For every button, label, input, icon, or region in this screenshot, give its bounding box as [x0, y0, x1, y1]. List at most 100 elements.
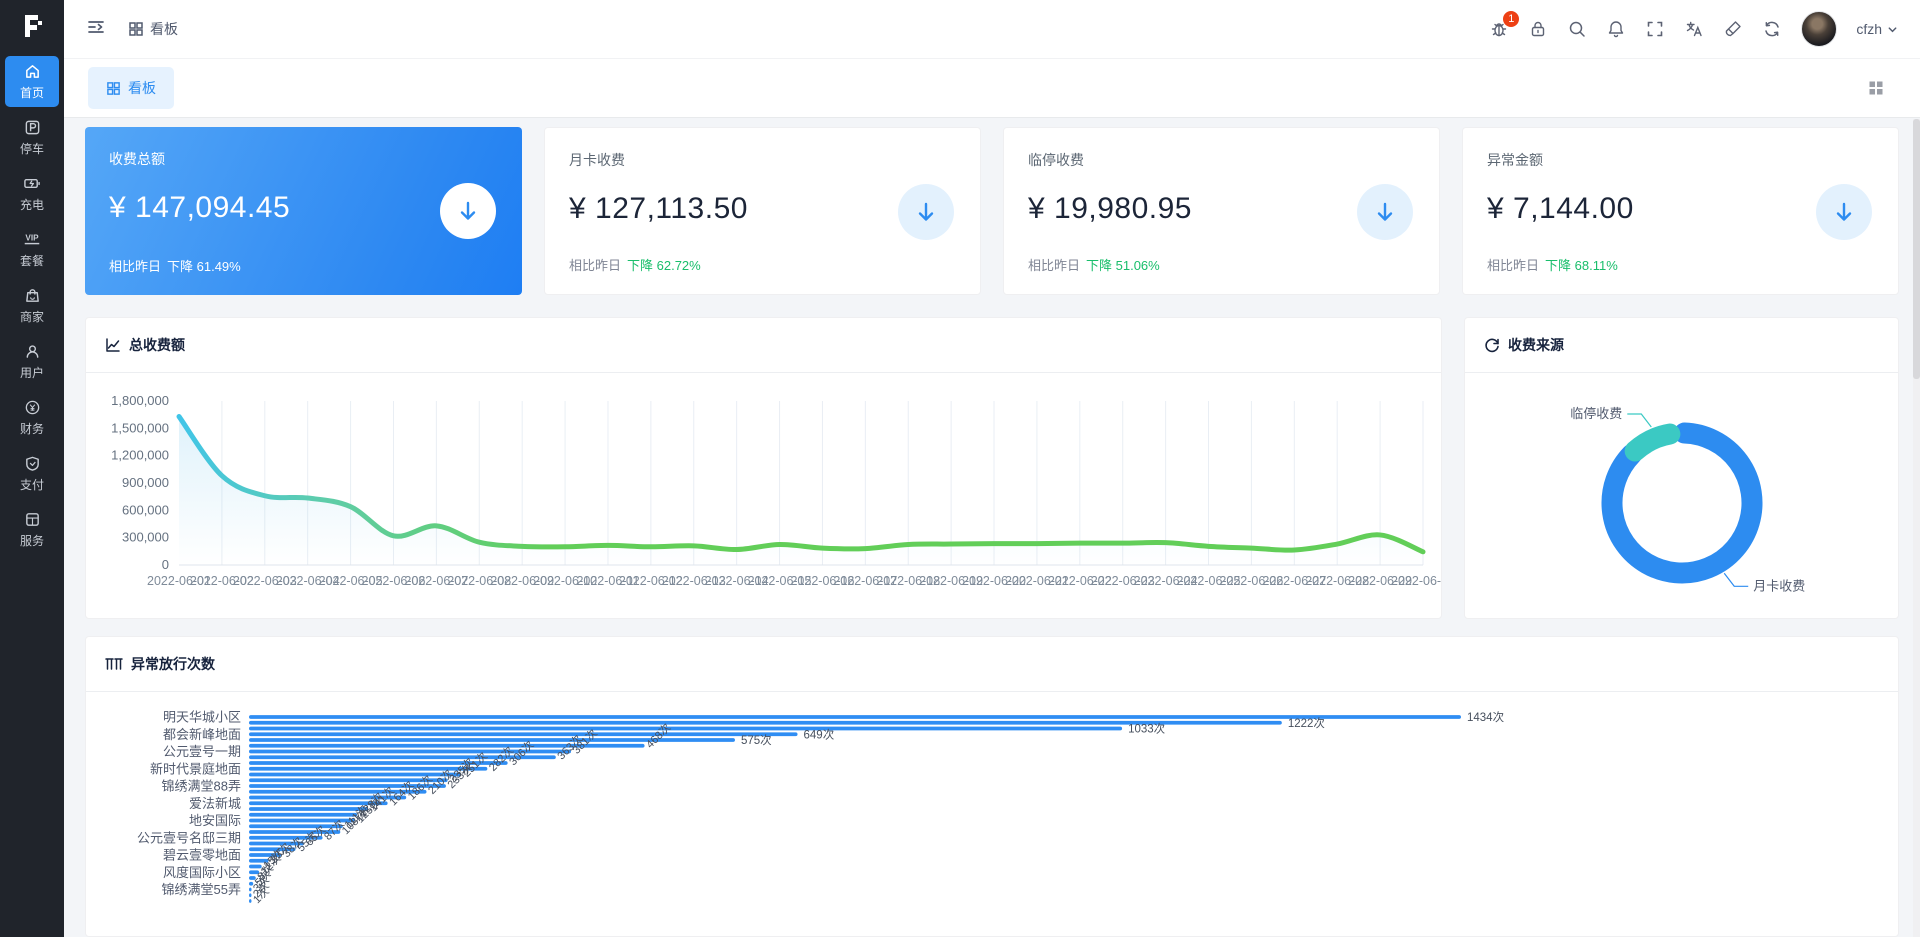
svg-text:2022-06-15: 2022-06-15	[748, 574, 812, 588]
sidebar-item-label: 停车	[19, 142, 44, 156]
chevron-down-icon	[1888, 26, 1897, 32]
svg-text:2022-06-25: 2022-06-25	[1177, 574, 1241, 588]
svg-text:地安国际: 地安国际	[189, 813, 241, 828]
stat-card-temporary-parking: 临停收费 ¥ 19,980.95 相比昨日 下降 51.06%	[1003, 127, 1440, 295]
svg-text:2022-06-21: 2022-06-21	[1005, 574, 1069, 588]
trend-down-icon	[1357, 184, 1413, 240]
topbar-actions: 1	[1489, 11, 1898, 47]
user-icon	[24, 343, 41, 360]
svg-text:风度国际小区: 风度国际小区	[163, 865, 241, 880]
svg-text:2022-06-02: 2022-06-02	[190, 574, 254, 588]
sidebar-item-parking[interactable]: 停车	[5, 112, 59, 163]
trend-down-icon	[898, 184, 954, 240]
sidebar-item-services[interactable]: 服务	[5, 504, 59, 555]
bell-icon[interactable]	[1606, 19, 1626, 39]
card-footer: 相比昨日 下降 51.06%	[1028, 258, 1160, 273]
content: 收费总额 ¥ 147,094.45 相比昨日 下降 61.49% 月卡收费 ¥ 1…	[64, 118, 1920, 937]
svg-text:锦绣满堂88弄: 锦绣满堂88弄	[162, 779, 241, 794]
notification-badge: 1	[1503, 11, 1520, 27]
panel-total-revenue: 总收费额 0 300,000 600,000 900,000 1,200,000 1,50…	[85, 317, 1442, 619]
translate-icon[interactable]	[1684, 19, 1704, 39]
svg-text:新时代景庭地面: 新时代景庭地面	[150, 761, 241, 776]
sidebar: 首页 停车 充电 VIP 套餐	[0, 0, 64, 937]
svg-text:2022-06-20: 2022-06-20	[962, 574, 1026, 588]
svg-text:1033次: 1033次	[1128, 722, 1166, 736]
refresh-icon[interactable]	[1762, 19, 1782, 39]
svg-text:2022-06-07: 2022-06-07	[404, 574, 468, 588]
scrollbar-track[interactable]	[1913, 119, 1920, 937]
svg-text:2022-06-29: 2022-06-29	[1348, 574, 1412, 588]
stat-card-abnormal-amount: 异常金额 ¥ 7,144.00 相比昨日 下降 68.11%	[1462, 127, 1899, 295]
svg-text:都会新峰地面: 都会新峰地面	[163, 727, 241, 742]
card-value: ¥ 147,094.45	[109, 191, 291, 224]
trend-down-icon	[1816, 184, 1872, 240]
sidebar-item-users[interactable]: 用户	[5, 336, 59, 387]
svg-text:2022-06-17: 2022-06-17	[833, 574, 897, 588]
svg-text:碧云壹零地面: 碧云壹零地面	[163, 848, 241, 863]
charts-row: 总收费额 0 300,000 600,000 900,000 1,200,000 1,50…	[85, 317, 1899, 619]
breadcrumb[interactable]: 看板	[128, 19, 178, 39]
svg-text:2022-06-10: 2022-06-10	[533, 574, 597, 588]
sidebar-nav: 首页 停车 充电 VIP 套餐	[0, 52, 64, 560]
bug-icon[interactable]: 1	[1489, 11, 1520, 39]
fullscreen-icon[interactable]	[1645, 19, 1665, 39]
svg-text:2022-06-03: 2022-06-03	[233, 574, 297, 588]
trend-down-icon	[440, 183, 496, 239]
svg-text:2022-06-09: 2022-06-09	[490, 574, 554, 588]
sidebar-item-finance[interactable]: 财务	[5, 392, 59, 443]
user-menu[interactable]: cfzh	[1856, 21, 1898, 37]
card-title: 临停收费	[1028, 152, 1084, 168]
svg-text:1434次: 1434次	[1467, 710, 1505, 724]
sidebar-item-payment[interactable]: 支付	[5, 448, 59, 499]
logo-icon	[25, 15, 42, 37]
svg-text:公元壹号一期: 公元壹号一期	[163, 744, 241, 759]
svg-text:300,000: 300,000	[122, 530, 169, 545]
panel-title: 收费来源	[1508, 337, 1564, 353]
user-avatar[interactable]	[1801, 11, 1838, 47]
sidebar-item-charging[interactable]: 充电	[5, 168, 59, 219]
svg-text:2022-06-28: 2022-06-28	[1305, 574, 1369, 588]
sidebar-item-packages[interactable]: VIP 套餐	[5, 224, 59, 275]
theme-brush-icon[interactable]	[1723, 19, 1743, 39]
svg-text:1222次: 1222次	[1288, 716, 1326, 730]
svg-text:2022-06-04: 2022-06-04	[276, 574, 340, 588]
panel-title: 异常放行次数	[131, 656, 215, 672]
search-icon[interactable]	[1567, 19, 1587, 39]
svg-text:600,000: 600,000	[122, 502, 169, 517]
svg-text:2022-06-11: 2022-06-11	[576, 574, 639, 588]
scrollbar-thumb[interactable]	[1913, 119, 1920, 379]
sidebar-item-label: 商家	[19, 310, 44, 324]
sidebar-item-label: 支付	[19, 478, 44, 492]
svg-text:2022-06-16: 2022-06-16	[790, 574, 854, 588]
card-footer: 相比昨日 下降 68.11%	[1487, 258, 1618, 273]
tab-bar: 看板	[64, 59, 1920, 118]
svg-text:VIP: VIP	[25, 233, 39, 242]
panel-header: 总收费额	[86, 318, 1441, 373]
svg-text:2022-06-08: 2022-06-08	[447, 574, 511, 588]
sidebar-item-label: 首页	[19, 86, 44, 100]
svg-text:2022-06-12: 2022-06-12	[619, 574, 683, 588]
revenue-source-donut-chart: 临停收费 月卡收费	[1465, 373, 1898, 618]
sidebar-item-merchants[interactable]: 商家	[5, 280, 59, 331]
svg-text:2022-06-06: 2022-06-06	[362, 574, 426, 588]
sidebar-item-home[interactable]: 首页	[5, 56, 59, 107]
tab-board[interactable]: 看板	[88, 67, 174, 109]
svg-text:2022-06-14: 2022-06-14	[705, 574, 769, 588]
svg-text:1,200,000: 1,200,000	[111, 448, 169, 463]
sidebar-item-label: 服务	[19, 534, 44, 548]
sidebar-collapse-icon[interactable]	[86, 17, 106, 42]
svg-text:2022-06-30: 2022-06-30	[1391, 574, 1441, 588]
charging-icon	[23, 175, 41, 192]
user-name: cfzh	[1856, 21, 1882, 37]
panel-header: 收费来源	[1465, 318, 1898, 373]
lock-icon[interactable]	[1528, 19, 1548, 39]
app-logo[interactable]	[0, 0, 64, 52]
stat-card-monthly-card: 月卡收费 ¥ 127,113.50 相比昨日 下降 62.72%	[544, 127, 981, 295]
trend-text: 下降 61.49%	[167, 259, 241, 274]
payment-icon	[24, 455, 41, 472]
sidebar-item-label: 财务	[19, 422, 44, 436]
layout-grid-icon[interactable]	[1868, 80, 1884, 96]
svg-text:900,000: 900,000	[122, 475, 169, 490]
svg-text:明天华城小区: 明天华城小区	[163, 710, 241, 725]
